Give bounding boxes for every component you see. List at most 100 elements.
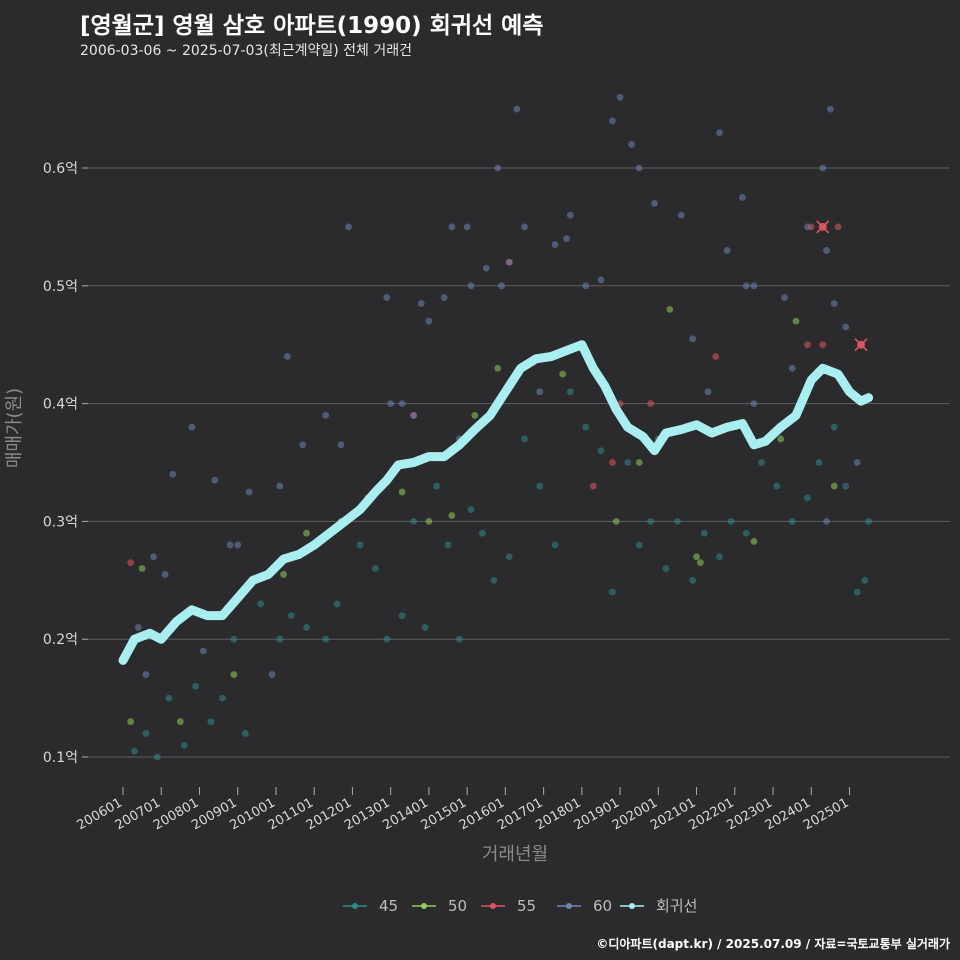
data-point-50 (612, 518, 620, 525)
data-point-60 (742, 282, 750, 290)
legend-label: 60 (593, 897, 612, 915)
data-point-55 (127, 559, 135, 567)
legend-label: 50 (448, 897, 467, 915)
data-point-60 (284, 353, 291, 360)
data-point-45 (521, 435, 528, 443)
data-point-60 (161, 571, 169, 578)
data-point-45 (142, 730, 150, 737)
data-point-45 (689, 576, 697, 584)
y-tick-label: 0.5억 (43, 279, 78, 295)
data-point-45 (582, 423, 590, 431)
data-point-45 (479, 529, 486, 537)
data-point-60 (566, 211, 574, 219)
data-point-50 (693, 553, 700, 561)
data-point-50 (777, 435, 785, 443)
data-point-45 (131, 747, 138, 755)
data-point-60 (134, 624, 142, 631)
data-point-45 (241, 730, 249, 737)
x-axis-title: 거래년월 (482, 844, 548, 865)
legend-label: 45 (379, 897, 398, 915)
data-point-45 (371, 565, 379, 572)
data-point-45 (180, 741, 188, 749)
data-point-60 (677, 211, 685, 219)
legend-key-dot (566, 903, 572, 909)
data-point-45 (165, 694, 173, 702)
data-point-60 (448, 223, 456, 231)
data-point-60 (513, 105, 521, 113)
data-point-50 (127, 718, 135, 726)
data-point-60 (150, 553, 157, 561)
data-point-50 (830, 482, 838, 490)
data-point-60 (635, 164, 643, 172)
data-point-45 (505, 553, 513, 561)
data-point-45 (674, 518, 681, 525)
data-point-50 (448, 512, 456, 519)
data-point-45 (624, 459, 632, 466)
legend-key-dot (490, 903, 496, 909)
data-point-45 (433, 482, 440, 490)
scatter-points (127, 93, 873, 761)
data-point-60 (211, 476, 219, 484)
data-point-45 (597, 447, 605, 455)
data-point-60 (494, 164, 502, 172)
data-point-60 (827, 105, 834, 113)
data-point-60 (804, 223, 811, 231)
data-point-60 (689, 335, 697, 343)
data-point-45 (716, 553, 723, 561)
data-point-60 (651, 199, 658, 207)
data-point-50 (230, 671, 238, 678)
data-point-45 (609, 588, 616, 596)
data-point-45 (647, 518, 655, 525)
y-axis-ticks: 0.1억 0.2억 0.3억 0.4억 0.5억 0.6억 (43, 161, 88, 766)
data-point-50 (666, 305, 674, 313)
data-point-50 (398, 488, 406, 496)
data-point-60 (245, 488, 253, 496)
data-point-60 (169, 470, 177, 478)
legend-key-dot (421, 903, 427, 909)
data-point-60 (322, 411, 330, 419)
data-point-60 (337, 441, 345, 449)
data-point-60 (716, 129, 723, 137)
data-point-55 (647, 400, 655, 407)
data-point-60 (739, 194, 746, 201)
data-point-60 (425, 317, 433, 325)
data-point-45 (192, 682, 200, 690)
data-point-60 (521, 223, 528, 231)
data-point-60 (345, 223, 353, 231)
data-point-45 (333, 600, 341, 608)
data-point-60 (563, 235, 570, 243)
data-point-60 (723, 247, 731, 254)
data-point-55 (712, 353, 720, 360)
data-point-60 (417, 300, 425, 307)
data-point-55 (804, 341, 811, 349)
y-axis-title: 매매가(원) (4, 388, 25, 468)
data-point-60 (199, 647, 207, 655)
data-point-50 (559, 370, 567, 378)
data-point-60 (482, 264, 490, 272)
data-point-45 (356, 541, 364, 549)
footer-credit: ©디아파트(dapt.kr) / 2025.07.09 / 자료=국토교통부 실… (596, 937, 950, 951)
data-point-60 (704, 388, 712, 396)
legend-label: 55 (517, 897, 536, 915)
data-point-60 (226, 541, 234, 549)
data-point-45 (398, 612, 406, 620)
y-tick-label: 0.4억 (43, 397, 78, 413)
data-point-60 (551, 241, 559, 248)
data-point-60 (750, 400, 758, 407)
data-point-45 (804, 494, 811, 502)
regression-line (118, 340, 874, 665)
data-point-50 (280, 571, 288, 578)
data-point-50 (471, 411, 479, 419)
data-point-45 (662, 565, 670, 572)
data-point-45 (287, 612, 295, 620)
data-point-45 (727, 518, 735, 525)
data-point-60 (498, 282, 505, 290)
data-point-45 (230, 635, 238, 643)
data-point-45 (536, 482, 544, 490)
data-point-60 (234, 541, 242, 549)
data-point-60 (582, 282, 590, 290)
data-point-55 (589, 482, 597, 490)
data-point-45 (207, 718, 215, 726)
data-point-45 (456, 635, 463, 643)
data-point-45 (551, 541, 559, 549)
